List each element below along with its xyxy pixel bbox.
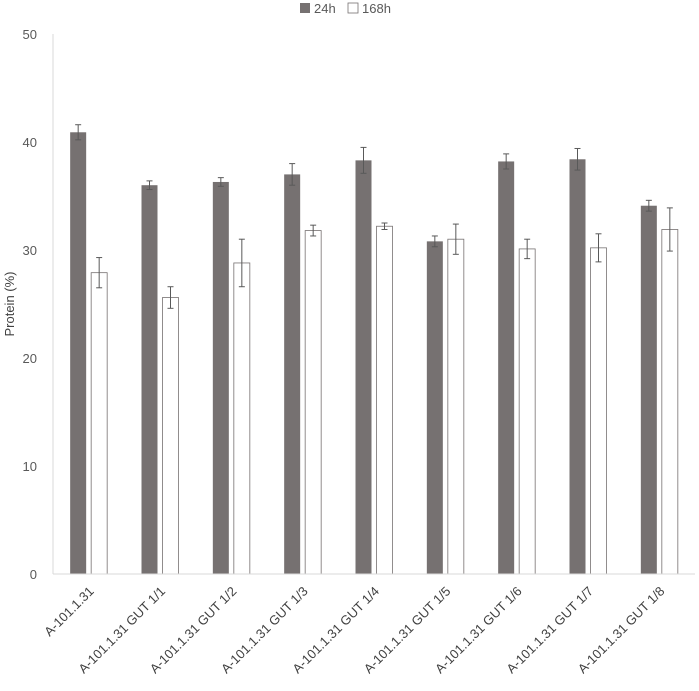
bar-168h-9 <box>661 229 679 575</box>
bars <box>70 124 679 575</box>
error-bar-24h-1 <box>75 124 82 141</box>
error-bar-24h-6 <box>431 235 438 248</box>
error-bar-168h-5 <box>381 222 388 230</box>
bar-168h-8 <box>590 247 607 575</box>
error-bar-24h-7 <box>503 153 510 170</box>
y-tick-label: 0 <box>30 567 37 582</box>
error-bar-168h-2 <box>167 286 174 309</box>
bar-24h-1 <box>70 132 87 574</box>
bar-168h-1 <box>90 272 108 575</box>
y-axis: 0 10 20 30 40 50 Protein (%) <box>2 27 54 582</box>
bar-24h-6 <box>426 241 443 575</box>
error-bar-24h-8 <box>574 147 581 171</box>
bar-168h-3 <box>233 262 251 575</box>
x-axis: A-101.1.31A-101.1.31 GUT 1/1A-101.1.31 G… <box>41 573 695 676</box>
bar-24h-5 <box>355 160 372 575</box>
bar-24h-2 <box>141 185 158 574</box>
error-bar-168h-3 <box>238 238 245 288</box>
bar-168h-2 <box>162 297 179 575</box>
legend-label: 24h <box>314 1 336 16</box>
legend-label: 168h <box>362 1 391 16</box>
error-bar-168h-7 <box>524 238 531 260</box>
y-tick-label: 30 <box>23 243 37 258</box>
error-bar-24h-4 <box>289 163 296 186</box>
bar-24h-9 <box>640 205 657 574</box>
legend-swatch <box>347 2 359 14</box>
legend-item-24h: 24h <box>300 1 336 16</box>
y-tick-label: 10 <box>23 459 37 474</box>
error-bar-24h-2 <box>146 180 153 191</box>
legend-swatch <box>300 3 310 13</box>
error-bar-168h-8 <box>595 233 602 263</box>
bar-24h-3 <box>212 181 229 574</box>
error-bar-168h-1 <box>96 257 103 289</box>
bar-24h-4 <box>284 174 301 574</box>
y-tick-label: 40 <box>23 135 37 150</box>
bar-168h-6 <box>447 238 465 575</box>
y-tick-label: 20 <box>23 351 37 366</box>
x-tick-label: A-101.1.31 <box>41 584 97 640</box>
legend-item-168h: 168h <box>347 1 391 16</box>
legend: 24h 168h <box>300 1 391 16</box>
y-axis-label: Protein (%) <box>2 271 17 336</box>
error-bar-168h-6 <box>452 223 459 255</box>
error-bar-168h-9 <box>666 207 673 252</box>
error-bar-24h-3 <box>217 177 224 187</box>
bar-168h-4 <box>304 230 322 575</box>
bar-24h-8 <box>569 159 586 574</box>
error-bar-24h-9 <box>645 199 652 212</box>
y-tick-label: 50 <box>23 27 37 42</box>
error-bar-24h-5 <box>360 146 367 174</box>
bar-168h-5 <box>376 225 393 575</box>
bar-168h-7 <box>518 248 536 575</box>
error-bar-168h-4 <box>310 224 317 237</box>
bar-24h-7 <box>498 161 515 574</box>
